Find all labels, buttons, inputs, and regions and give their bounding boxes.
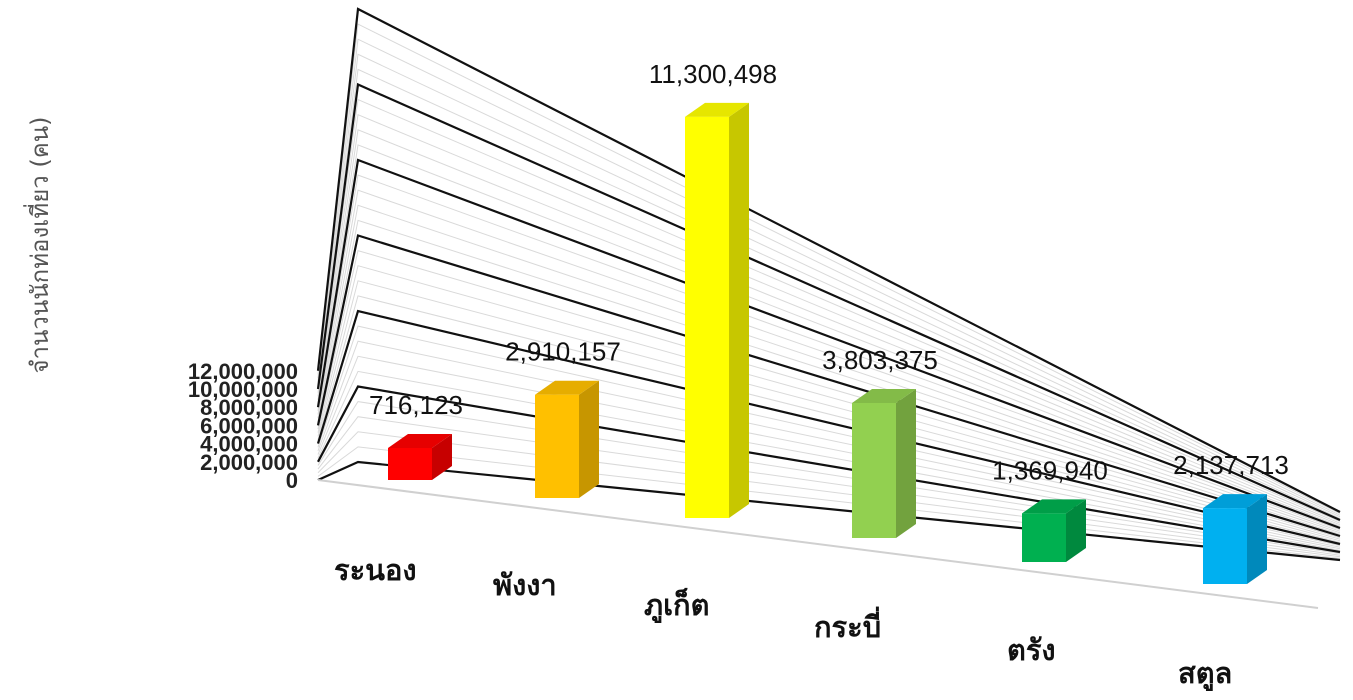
bar-top (1022, 499, 1086, 514)
minor-gridline (317, 38, 1341, 516)
bar-side (1066, 499, 1086, 562)
major-gridline (316, 82, 1341, 522)
minor-gridline (317, 129, 1341, 526)
minor-gridline (317, 446, 1341, 559)
minor-gridline (317, 174, 1341, 531)
data-label: 716,123 (369, 390, 463, 420)
minor-gridline (317, 340, 1341, 548)
bar-top (1203, 494, 1267, 509)
minor-gridline (317, 401, 1341, 555)
bar (685, 116, 729, 518)
y-tick-label: 4,000,000 (200, 432, 298, 457)
major-gridline (316, 309, 1341, 546)
minor-gridline (317, 355, 1341, 550)
major-gridline (317, 385, 1341, 554)
major-gridline (316, 7, 1341, 513)
minor-gridline (317, 53, 1341, 518)
bar (388, 448, 432, 480)
category-label: สตูล (1178, 656, 1232, 691)
bar-top (388, 434, 452, 448)
minor-gridline (317, 431, 1341, 558)
data-label: 2,910,157 (505, 337, 621, 367)
category-label: ตรัง (1007, 633, 1056, 667)
minor-gridline (317, 204, 1341, 534)
y-axis-label: จำนวนนักท่องเที่ยว (คน) (23, 116, 54, 373)
bar (1203, 508, 1247, 584)
bar (535, 394, 579, 498)
minor-gridline (317, 113, 1341, 524)
major-gridline (316, 158, 1341, 530)
bar (852, 402, 896, 538)
y-tick-label: 8,000,000 (200, 395, 298, 420)
bar-side (1247, 494, 1267, 584)
bar-top (535, 380, 599, 395)
bar-side (896, 388, 916, 538)
floor (318, 462, 1340, 608)
category-label: ภูเก็ต (644, 587, 709, 623)
minor-gridline (317, 144, 1341, 527)
minor-gridline (317, 370, 1341, 551)
data-label: 11,300,498 (649, 59, 777, 89)
data-label: 2,137,713 (1173, 450, 1289, 480)
y-tick-label: 0 (286, 468, 298, 493)
bars (388, 102, 1267, 584)
bar-side (579, 380, 599, 498)
floor-front-edge (317, 479, 1319, 609)
y-tick-label: 2,000,000 (200, 450, 298, 475)
y-axis-ticks: 02,000,0004,000,0006,000,0008,000,00010,… (188, 359, 298, 493)
major-gridline (317, 460, 1341, 562)
y-tick-label: 10,000,000 (188, 377, 298, 402)
category-label: พังงา (493, 568, 557, 602)
data-label: 3,803,375 (822, 345, 938, 375)
bar-side (729, 102, 749, 518)
y-tick-label: 6,000,000 (200, 413, 298, 438)
gridlines (316, 7, 1341, 609)
y-tick-label: 12,000,000 (188, 359, 298, 384)
minor-gridline (317, 295, 1341, 543)
bar (1022, 513, 1066, 562)
minor-gridline (317, 325, 1341, 547)
bar-top (852, 388, 916, 403)
data-labels: 716,123 2,910,157 11,300,498 3,803,375 1,369… (369, 59, 1289, 486)
minor-gridline (317, 189, 1341, 532)
category-label: ระนอง (334, 553, 417, 587)
minor-gridline (317, 219, 1341, 535)
bar-side (432, 434, 452, 480)
minor-gridline (317, 249, 1341, 539)
minor-gridline (317, 416, 1341, 556)
bar-top (685, 102, 749, 117)
major-gridline (316, 234, 1341, 538)
minor-gridline (317, 280, 1341, 542)
category-label: กระบี่ (814, 606, 881, 644)
minor-gridline (317, 265, 1341, 540)
data-label: 1,369,940 (992, 455, 1108, 485)
